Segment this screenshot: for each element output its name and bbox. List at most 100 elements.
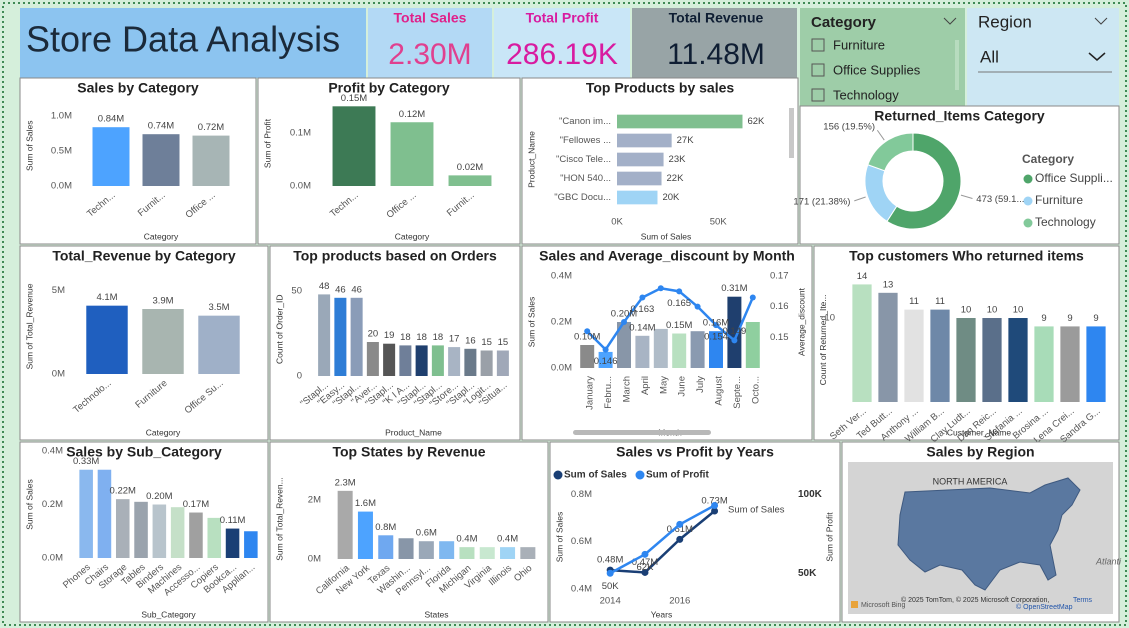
bar — [1060, 326, 1080, 402]
map-region — [897, 477, 1081, 591]
kpi-value: 286.19K — [506, 38, 618, 71]
value-label: 9 — [1067, 313, 1072, 324]
kpi-value: 2.30M — [388, 38, 471, 71]
bar — [500, 547, 516, 559]
bar — [904, 309, 924, 402]
bar — [350, 297, 363, 376]
value-label: 13 — [883, 279, 894, 290]
value-label: 0.12M — [399, 109, 425, 120]
y-tick-label: 0.1M — [290, 127, 311, 138]
legend-label: Technology — [1035, 215, 1096, 229]
legend-label: Furniture — [1035, 193, 1083, 207]
chevron[interactable] — [943, 17, 957, 25]
bar — [745, 322, 760, 368]
line-point — [676, 288, 683, 295]
x-tick-label: 2016 — [669, 596, 690, 607]
x-tick-label: June — [677, 376, 688, 397]
legend-label: Sum of Sales — [564, 470, 627, 481]
bar — [390, 122, 434, 186]
value-label: 156 (19.5%) — [823, 122, 875, 133]
value-label: 9 — [1093, 313, 1098, 324]
value-label: 0.146 — [594, 356, 618, 367]
dropdown-chevron[interactable] — [1088, 52, 1106, 61]
value-label: 0.4M — [456, 534, 477, 545]
y-tick-label: 0.2M — [42, 499, 63, 510]
x-tick-label: July — [695, 376, 706, 393]
bar — [672, 333, 687, 368]
dropdown-value[interactable]: All — [980, 47, 999, 66]
scrollbar[interactable] — [955, 40, 959, 90]
bar — [1034, 326, 1054, 402]
bar — [709, 331, 723, 368]
bar — [332, 106, 376, 186]
chart-title: Top products based on Orders — [293, 248, 497, 264]
bar — [337, 490, 353, 559]
chart-title: Top Products by sales — [586, 80, 735, 96]
value-label: 48 — [319, 281, 330, 292]
chart-title: Sales by Category — [77, 80, 199, 96]
y-tick-label: 0.5M — [51, 146, 72, 157]
value-label: 473 (59.1... — [976, 194, 1024, 205]
bar — [86, 305, 128, 374]
bing-logo — [851, 601, 858, 608]
y-tick-label: 0.2M — [551, 317, 572, 328]
legend-label: Sum of Profit — [646, 470, 709, 481]
x-axis-title: Product_Name — [385, 427, 442, 437]
bar — [244, 531, 258, 558]
bar — [134, 501, 148, 558]
bar — [956, 318, 976, 402]
value-label: 17 — [449, 334, 460, 345]
y-tick-label: 0M — [308, 554, 321, 565]
value-label: 0.20M — [146, 491, 172, 502]
checkbox[interactable] — [811, 38, 825, 52]
slicer-item[interactable]: Furniture — [833, 37, 885, 52]
checkbox[interactable] — [811, 88, 825, 102]
chart-title: Profit by Category — [328, 80, 450, 96]
y2-tick-label: 0.16 — [770, 301, 789, 312]
chart-title: Sales by Region — [926, 444, 1034, 460]
slicer-title: Region — [978, 12, 1032, 31]
y2-axis-title: Sum of Profit — [824, 512, 834, 562]
bar — [496, 350, 509, 376]
x-tick-label: 0K — [611, 217, 623, 228]
scrollbar[interactable] — [789, 108, 794, 158]
page-title: Store Data Analysis — [26, 19, 340, 60]
y-tick-label: 0.4M — [42, 446, 63, 457]
y2-tick-label: 100K — [798, 489, 823, 500]
line-point — [713, 322, 719, 329]
slicer-title: Category — [811, 14, 877, 31]
slicer-item[interactable]: Technology — [833, 87, 899, 102]
y-axis-title: Sum of Sales — [24, 479, 34, 530]
value-label: 0.84M — [98, 114, 124, 125]
value-label: 0.6M — [416, 528, 437, 539]
bar — [415, 345, 428, 376]
value-label: 3.5M — [208, 302, 229, 313]
bar — [580, 345, 595, 368]
bar — [653, 328, 668, 368]
map-link[interactable]: Terms — [1073, 597, 1093, 604]
y-tick-label: 1.0M — [51, 111, 72, 122]
checkbox[interactable] — [811, 63, 825, 77]
x-tick-label: August — [714, 376, 725, 406]
bar — [459, 547, 475, 559]
y-tick-label: "Fellowes ... — [560, 135, 611, 146]
bar — [852, 284, 872, 402]
value-label: 0.61M — [667, 524, 693, 535]
bar — [480, 350, 493, 376]
y-tick-label: 0 — [297, 371, 302, 382]
map-brand: Microsoft Bing — [861, 602, 905, 609]
value-label: 0.22M — [110, 486, 136, 497]
bar — [617, 152, 664, 167]
line-point — [711, 507, 719, 515]
scrollbar[interactable] — [573, 430, 711, 435]
annotation: Sum of Sales — [728, 505, 785, 516]
line-point — [639, 294, 646, 301]
x-tick-label: May — [658, 376, 669, 394]
category-slicer — [800, 8, 965, 106]
y-tick-label: 0.0M — [42, 553, 63, 564]
slicer-item[interactable]: Office Supplies — [833, 62, 921, 77]
y-tick-label: "HON 540... — [560, 173, 611, 184]
chart-title: Sales and Average_discount by Month — [539, 248, 795, 264]
chevron[interactable] — [1094, 17, 1108, 25]
